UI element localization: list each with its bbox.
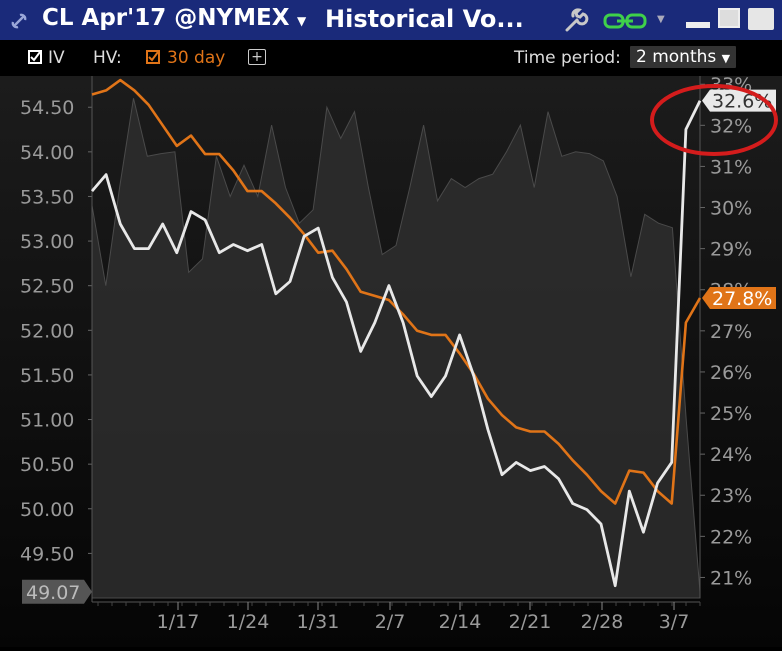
left-axis-tick-label: 53.50	[20, 186, 74, 208]
hv-checkbox[interactable]	[146, 50, 160, 64]
window-title: Historical Vo...	[325, 5, 524, 33]
chart-toolbar: IV HV: 30 day + Time period: 2 months ▼	[0, 40, 782, 76]
right-axis-tick-label: 27%	[710, 321, 752, 343]
x-axis-tick-label: 2/7	[375, 611, 406, 633]
iv-label: IV	[48, 48, 65, 68]
left-axis-tick-label: 52.00	[20, 320, 74, 342]
right-axis-tick-label: 30%	[710, 198, 752, 220]
left-axis-tick-label: 52.50	[20, 276, 74, 298]
wrench-icon[interactable]	[563, 8, 589, 38]
x-axis-tick-label: 2/28	[581, 611, 624, 633]
left-axis-tick-label: 49.50	[20, 543, 74, 565]
annotation-ellipse	[650, 84, 778, 156]
left-axis-tick-label: 54.50	[20, 97, 74, 119]
x-axis-tick-label: 3/7	[659, 611, 690, 633]
x-axis-tick-label: 1/24	[227, 611, 270, 633]
right-axis-tick-label: 21%	[710, 567, 752, 589]
link-chain-icon[interactable]	[8, 10, 30, 36]
right-axis-tick-label: 31%	[710, 156, 752, 178]
maximize-icon[interactable]	[718, 8, 740, 28]
group-dropdown-icon[interactable]: ▼	[657, 14, 665, 25]
right-axis-tick-label: 26%	[710, 362, 752, 384]
left-axis-tick-label: 51.00	[20, 410, 74, 432]
price-last-label-bg	[22, 579, 92, 604]
right-axis-tick-label: 22%	[710, 526, 752, 548]
window-titlebar: CL Apr'17 @NYMEX ▼ Historical Vo... ▼	[0, 0, 782, 41]
x-axis-tick-label: 1/31	[297, 611, 340, 633]
left-axis-tick-label: 54.00	[20, 142, 74, 164]
right-axis-tick-label: 25%	[710, 403, 752, 425]
hv-last-label: 27.8%	[712, 288, 772, 310]
time-period-value: 2 months	[636, 47, 717, 67]
right-axis-tick-label: 32%	[710, 115, 752, 137]
time-period-label: Time period:	[514, 48, 621, 68]
x-axis-tick-label: 2/21	[509, 611, 552, 633]
hv-label: HV:	[93, 48, 122, 68]
left-axis-tick-label: 53.00	[20, 231, 74, 253]
window-symbol: CL Apr'17 @NYMEX	[42, 5, 290, 31]
right-axis-tick-label: 29%	[710, 239, 752, 261]
left-axis-tick-label: 51.50	[20, 365, 74, 387]
hv-period-label[interactable]: 30 day	[167, 48, 226, 68]
iv-series	[90, 100, 702, 588]
symbol-dropdown-icon[interactable]: ▼	[297, 14, 307, 28]
close-icon[interactable]	[748, 8, 774, 30]
price-area-series	[91, 98, 701, 599]
time-period-dropdown[interactable]: 2 months ▼	[630, 46, 737, 68]
hv-last-label-bg	[702, 286, 776, 309]
volatility-chart[interactable]: 54.50 54.00 53.50 53.00 52.50 52.00 51.50 51.00…	[0, 74, 782, 647]
x-axis-tick-label: 1/17	[157, 611, 200, 633]
plus-icon: +	[251, 49, 263, 65]
chain-link-green-icon[interactable]	[603, 12, 651, 34]
chevron-down-icon: ▼	[721, 52, 731, 65]
x-axis-tick-label: 2/14	[439, 611, 482, 633]
chart-area[interactable]: 54.50 54.00 53.50 53.00 52.50 52.00 51.50 51.00…	[0, 74, 782, 647]
right-axis-tick-label: 24%	[710, 444, 752, 466]
minimize-icon[interactable]	[686, 22, 710, 28]
right-axis-tick-label: 23%	[710, 485, 752, 507]
left-axis-tick-label: 50.00	[20, 499, 74, 521]
add-study-button[interactable]: +	[248, 49, 266, 65]
iv-checkbox[interactable]	[28, 50, 42, 64]
price-last-label: 49.07	[26, 582, 80, 604]
left-axis-tick-label: 50.50	[20, 454, 74, 476]
